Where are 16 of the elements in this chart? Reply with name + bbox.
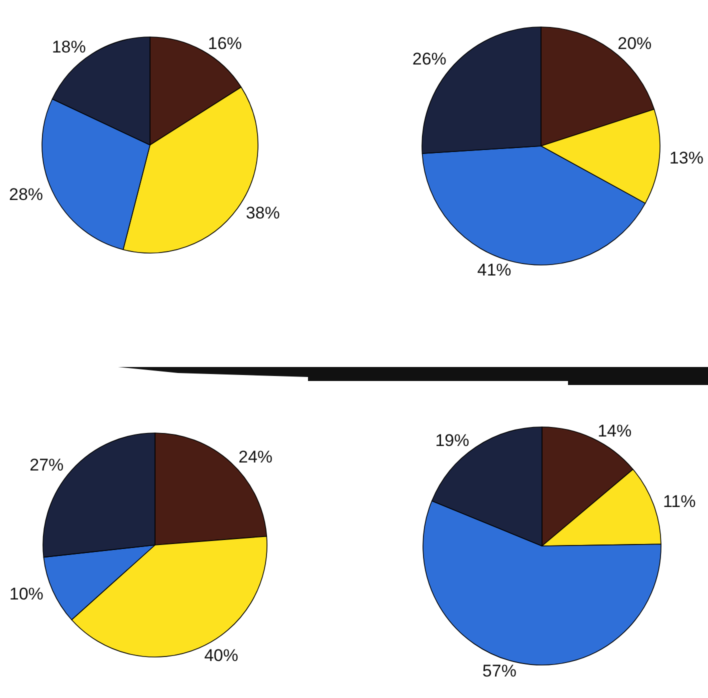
data-label: 57%: [482, 661, 516, 680]
data-label: 28%: [9, 184, 44, 204]
data-label: 19%: [435, 431, 470, 450]
data-label: 18%: [52, 38, 86, 57]
data-label: 26%: [412, 50, 446, 69]
data-label: 16%: [208, 34, 242, 53]
data-label: 14%: [598, 421, 632, 440]
data-label: 10%: [9, 584, 44, 604]
data-label: 40%: [204, 646, 238, 665]
data-label: 41%: [477, 260, 512, 280]
data-label: 38%: [246, 204, 280, 223]
data-label: 13%: [669, 148, 704, 168]
data-label: 24%: [238, 447, 273, 466]
data-label: 11%: [662, 492, 696, 512]
data-label: 20%: [618, 34, 652, 53]
data-label: 27%: [30, 455, 64, 474]
